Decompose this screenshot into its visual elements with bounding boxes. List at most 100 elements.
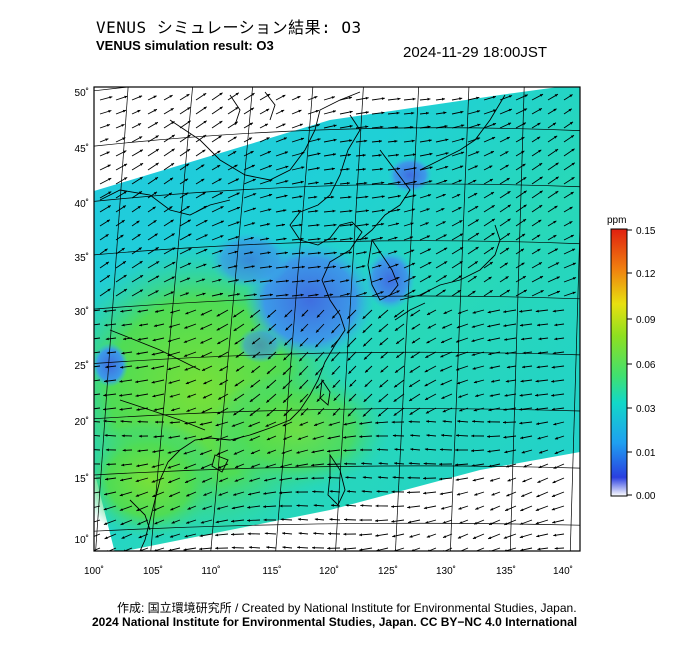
wind-arrow-head bbox=[572, 277, 577, 280]
wind-arrow-head bbox=[203, 381, 207, 385]
wind-arrow-head bbox=[440, 354, 444, 358]
wind-arrow-head bbox=[233, 398, 237, 401]
colorbar-tick-label: 0.15 bbox=[636, 226, 656, 237]
wind-arrow-head bbox=[332, 265, 336, 269]
wind-arrow-head bbox=[343, 449, 347, 452]
wind-arrow-head bbox=[263, 505, 266, 508]
wind-arrow-head bbox=[152, 450, 156, 453]
wind-arrow-head bbox=[555, 262, 560, 266]
wind-arrow-head bbox=[282, 123, 286, 127]
wind-arrow-head bbox=[423, 476, 426, 480]
wind-arrow-head bbox=[392, 534, 396, 538]
wind-arrow-head bbox=[503, 536, 507, 539]
wind-arrow-head bbox=[295, 464, 299, 468]
lon-tick-label: 105˚ bbox=[143, 565, 163, 577]
wind-arrow-head bbox=[283, 437, 287, 440]
wind-arrow-head bbox=[139, 177, 143, 180]
wind-arrow-head bbox=[523, 204, 527, 208]
wind-arrow-head bbox=[299, 423, 303, 426]
wind-arrow-head bbox=[554, 149, 559, 152]
wind-arrow-head bbox=[346, 167, 350, 171]
wind-arrow-head bbox=[317, 237, 321, 241]
wind-arrow-head bbox=[120, 365, 124, 369]
wind-arrow-head bbox=[202, 192, 206, 195]
wind-arrow-head bbox=[235, 107, 239, 110]
wind-arrow-head bbox=[397, 97, 401, 101]
wind-arrow-head bbox=[105, 261, 109, 265]
wind-arrow-head bbox=[347, 413, 351, 417]
wind-arrow-head bbox=[184, 178, 189, 182]
wind-arrow-head bbox=[552, 309, 556, 313]
wind-arrow-head bbox=[457, 419, 461, 423]
wind-arrow-head bbox=[248, 137, 253, 141]
wind-arrow-head bbox=[155, 310, 159, 313]
wind-arrow-head bbox=[152, 494, 156, 497]
wind-arrow-head bbox=[349, 383, 353, 387]
wind-arrow-head bbox=[89, 338, 92, 341]
wind-arrow-head bbox=[347, 265, 351, 268]
wind-arrow-head bbox=[555, 162, 559, 166]
wind-arrow-head bbox=[235, 92, 239, 96]
wind-arrow-head bbox=[381, 181, 385, 185]
wind-arrow-head bbox=[328, 476, 332, 480]
wind-arrow-head bbox=[297, 518, 301, 521]
wind-arrow-head bbox=[136, 220, 140, 224]
wind-arrow-head bbox=[394, 314, 398, 318]
wind-arrow-head bbox=[408, 520, 412, 524]
wind-arrow-head bbox=[365, 369, 369, 373]
wind-arrow-head bbox=[250, 251, 254, 254]
wind-arrow-head bbox=[233, 314, 237, 318]
wind-arrow-head bbox=[171, 233, 175, 237]
wind-arrow-head bbox=[364, 384, 368, 387]
wind-arrow-head bbox=[186, 277, 191, 281]
wind-arrow-head bbox=[472, 290, 476, 294]
wind-arrow-head bbox=[232, 438, 236, 441]
wind-arrow-head bbox=[266, 437, 270, 441]
wind-arrow-head bbox=[202, 149, 206, 153]
wind-arrow-head bbox=[426, 235, 430, 239]
wind-arrow-head bbox=[155, 534, 159, 538]
wind-arrow-head bbox=[330, 181, 334, 185]
wind-arrow-head bbox=[380, 291, 384, 294]
wind-arrow-head bbox=[425, 397, 429, 400]
wind-arrow-head bbox=[505, 247, 509, 251]
wind-arrow-head bbox=[551, 379, 555, 383]
wind-arrow-head bbox=[121, 124, 125, 127]
wind-arrow-head bbox=[521, 494, 525, 497]
wind-arrow-head bbox=[104, 248, 108, 252]
wind-arrow-head bbox=[90, 463, 93, 466]
wind-arrow-head bbox=[458, 395, 462, 398]
wind-arrow-head bbox=[521, 337, 525, 341]
lat-tick-label: 20˚ bbox=[75, 416, 89, 428]
wind-arrow-head bbox=[538, 219, 542, 223]
wind-arrow-head bbox=[236, 192, 240, 196]
wind-arrow-head bbox=[124, 177, 128, 180]
wind-arrow-head bbox=[285, 265, 289, 269]
wind-arrow-head bbox=[108, 178, 112, 181]
wind-arrow-head bbox=[473, 276, 477, 279]
wind-arrow-head bbox=[536, 494, 540, 497]
wind-arrow-head bbox=[169, 394, 173, 398]
wind-arrow-head bbox=[311, 463, 315, 467]
wind-arrow-head bbox=[138, 247, 142, 251]
wind-arrow-head bbox=[332, 110, 336, 113]
wind-arrow-head bbox=[487, 420, 491, 424]
wind-arrow-head bbox=[375, 434, 379, 438]
wind-arrow-head bbox=[284, 151, 288, 155]
wind-arrow-head bbox=[91, 365, 94, 368]
wind-arrow-head bbox=[298, 109, 302, 113]
wind-arrow-head bbox=[537, 547, 541, 551]
wind-arrow-head bbox=[426, 208, 430, 211]
wind-arrow-head bbox=[168, 480, 172, 483]
wind-arrow-head bbox=[300, 293, 304, 297]
wind-arrow-head bbox=[282, 371, 286, 375]
wind-arrow-head bbox=[185, 480, 189, 483]
wind-arrow-head bbox=[441, 396, 445, 399]
wind-arrow-head bbox=[395, 369, 399, 373]
wind-arrow bbox=[489, 547, 501, 551]
wind-arrow-head bbox=[153, 191, 157, 195]
wind-arrow-head bbox=[203, 120, 207, 124]
wind-arrow-head bbox=[88, 394, 91, 397]
wind-arrow-head bbox=[488, 276, 492, 280]
wind-arrow-head bbox=[570, 192, 574, 195]
